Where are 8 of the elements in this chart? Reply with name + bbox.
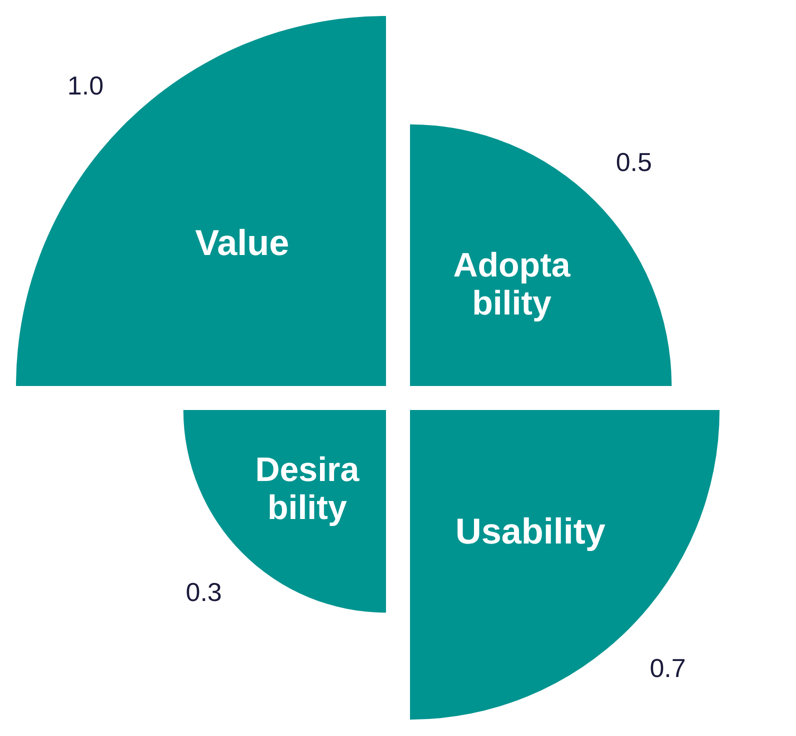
category-label: Adopta bility xyxy=(453,246,572,322)
data-label: 0.7 xyxy=(650,652,686,683)
category-label: Desira bility xyxy=(255,450,360,527)
category-label: Value xyxy=(195,222,290,263)
data-label: 0.5 xyxy=(616,147,652,178)
data-label: 1.0 xyxy=(67,70,104,100)
data-label: 0.3 xyxy=(186,577,222,608)
category-label: Usability xyxy=(455,510,606,551)
